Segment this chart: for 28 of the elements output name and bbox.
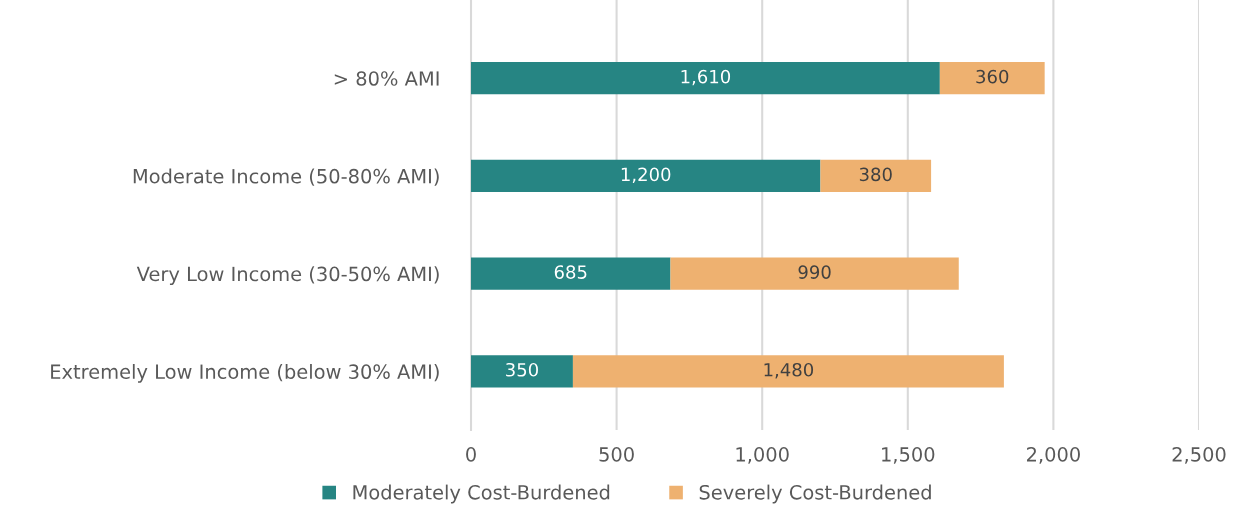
x-tick-label: 500: [599, 447, 634, 462]
y-tick-label: Very Low Income (30-50% AMI): [136, 266, 439, 286]
x-tick-label: 1,000: [736, 447, 789, 464]
y-tick-label: > 80% AMI: [334, 71, 439, 86]
bar: [471, 257, 671, 290]
x-tick-label: 1,500: [882, 447, 935, 464]
y-tick-label: Moderate Income (50-80% AMI): [133, 168, 439, 186]
bar: [471, 355, 573, 388]
data-label: 685: [554, 265, 587, 279]
bar: [939, 62, 1045, 95]
x-tick-label: 2,000: [1026, 447, 1080, 464]
data-label: 1,200: [621, 167, 671, 183]
data-label: 1,480: [764, 362, 814, 379]
y-tick-label: Extremely Low Income (below 30% AMI): [51, 363, 439, 383]
legend-label: Moderately Cost-Burdened: [353, 484, 610, 504]
data-label: 1,610: [681, 69, 731, 86]
data-label: 990: [798, 265, 831, 279]
bar: [471, 62, 940, 95]
bar: [471, 159, 821, 193]
data-label: 380: [859, 167, 892, 182]
bar: [670, 257, 959, 290]
bar: [572, 355, 1004, 388]
x-tick-label: 0: [466, 447, 476, 462]
bar: [820, 159, 932, 193]
data-label: 360: [976, 69, 1009, 84]
legend-label: Severely Cost-Burdened: [699, 484, 931, 504]
x-tick-label: 2,500: [1172, 447, 1226, 464]
data-label: 350: [506, 362, 538, 377]
